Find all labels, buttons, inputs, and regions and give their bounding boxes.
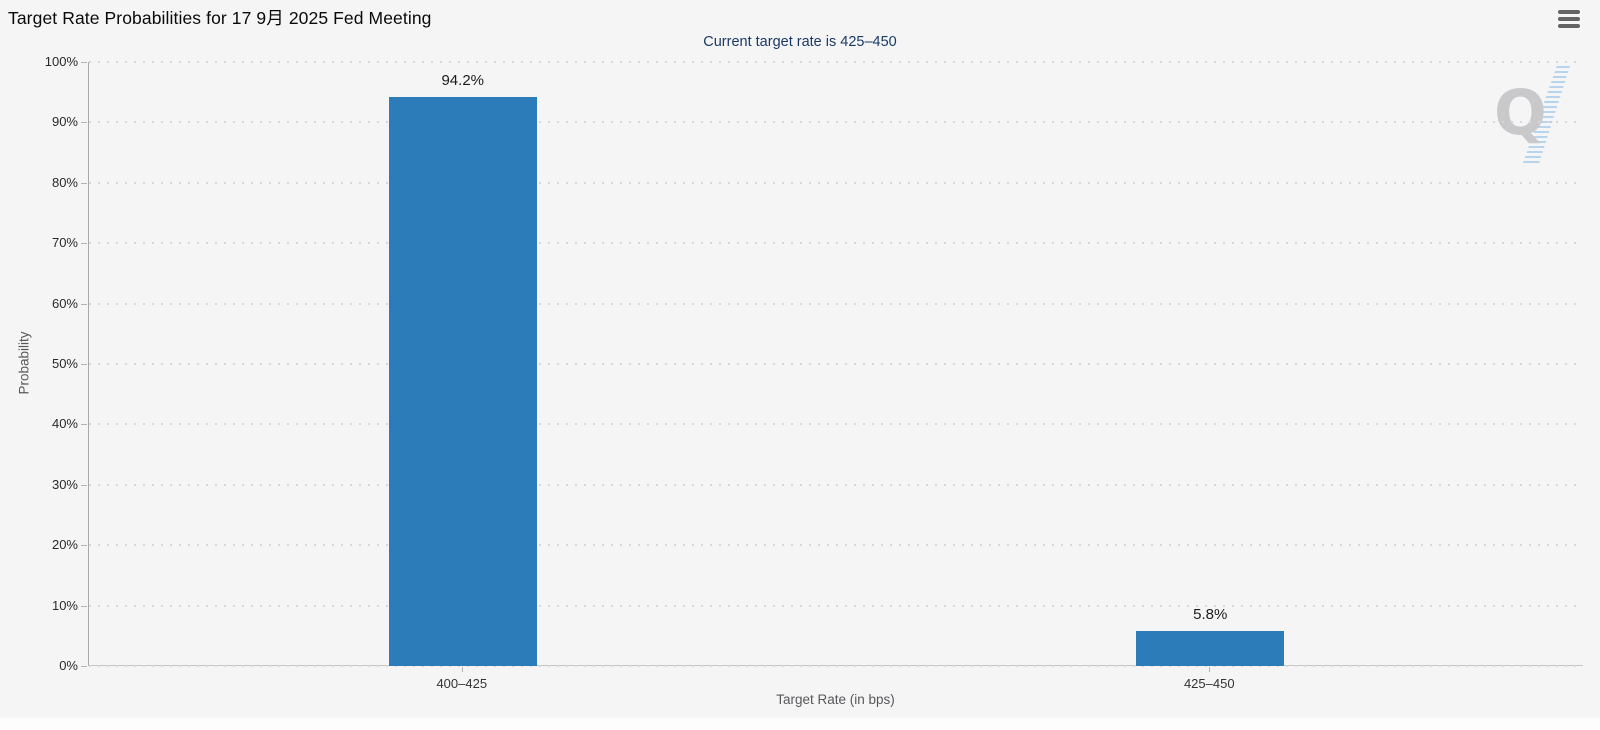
current-target-rate-subtitle: Current target rate is 425–450 — [703, 34, 897, 50]
y-tick-label: 60% — [51, 295, 78, 311]
x-tick-mark — [461, 667, 463, 672]
gridline — [89, 181, 1583, 184]
gridline — [89, 242, 1583, 245]
gridline — [89, 483, 1583, 486]
y-tick-label: 100% — [44, 54, 78, 69]
probability-bar-425–450[interactable] — [1136, 630, 1285, 666]
y-tick-label: 50% — [51, 356, 78, 371]
gridline — [89, 423, 1583, 426]
y-tick-label: 20% — [51, 537, 78, 553]
probability-bar-400–425[interactable] — [388, 97, 537, 666]
chart-menu-button[interactable] — [1554, 5, 1584, 33]
y-tick-mark — [81, 182, 87, 184]
y-tick-mark — [81, 424, 87, 426]
y-tick-label: 30% — [51, 476, 78, 492]
y-tick-mark — [81, 122, 87, 124]
y-tick-label: 90% — [51, 114, 78, 130]
x-tick-mark — [1209, 667, 1211, 672]
gridline — [89, 544, 1583, 547]
gridline — [89, 121, 1583, 124]
gridline — [89, 363, 1583, 365]
gridline — [89, 665, 1583, 667]
bar-value-label: 5.8% — [1193, 605, 1228, 623]
x-tick-label: 425–450 — [1183, 676, 1235, 691]
y-tick-label: 40% — [51, 416, 78, 432]
x-tick-label: 400–425 — [436, 676, 488, 691]
quikstrike-watermark-icon: Q — [1494, 76, 1547, 149]
y-tick-label: 70% — [51, 235, 78, 251]
plot-area: 94.2% 5.8% — [88, 61, 1583, 667]
x-axis-title: Target Rate (in bps) — [776, 692, 895, 707]
y-tick-mark — [81, 243, 87, 245]
y-tick-label: 80% — [51, 174, 78, 190]
gridline — [89, 302, 1583, 305]
y-axis-title: Probability — [16, 331, 32, 395]
gridline — [89, 61, 1583, 63]
y-tick-mark — [81, 545, 87, 547]
y-tick-mark — [81, 303, 87, 305]
bar-value-label: 94.2% — [441, 72, 485, 90]
y-tick-mark — [81, 62, 87, 63]
y-tick-mark — [81, 364, 87, 365]
hamburger-menu-icon — [1558, 10, 1580, 28]
gridline — [89, 604, 1583, 607]
chart-title: Target Rate Probabilities for 17 9月 2025… — [8, 8, 432, 28]
y-tick-mark — [81, 605, 87, 607]
y-tick-mark — [81, 484, 87, 486]
y-tick-label: 10% — [51, 597, 78, 613]
y-tick-label: 0% — [59, 658, 78, 673]
y-tick-mark — [81, 666, 87, 667]
